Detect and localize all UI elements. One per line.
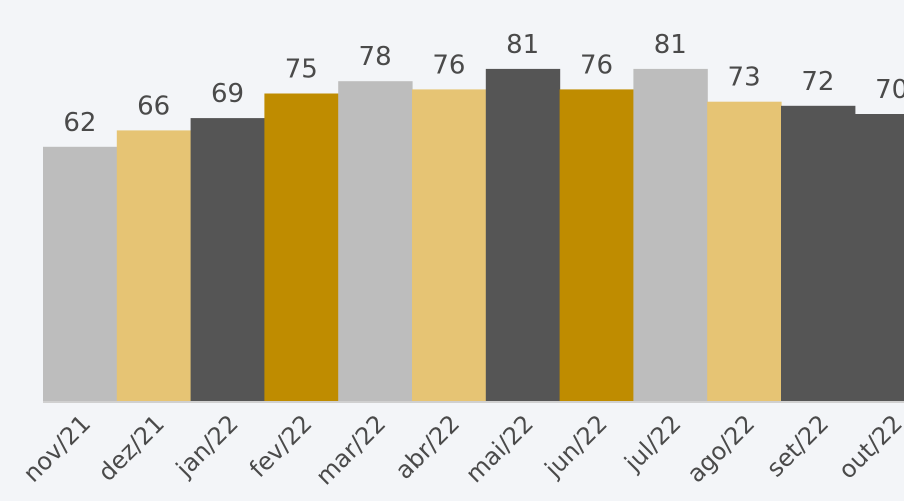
x-tick-label-mar/22: mar/22 (310, 409, 391, 490)
x-tick-label-set/22: set/22 (761, 409, 834, 482)
bar-nov/21 (43, 146, 118, 401)
bar-abr/22 (412, 89, 487, 402)
bar-jun/22 (559, 89, 634, 402)
x-tick-label-dez/21: dez/21 (93, 409, 170, 486)
value-label-jan/22: 69 (211, 79, 244, 109)
value-label-mar/22: 78 (359, 42, 392, 72)
x-tick-label-jan/22: jan/22 (170, 409, 244, 483)
value-label-dez/21: 66 (137, 91, 170, 121)
bars-group (43, 68, 904, 402)
value-label-mai/22: 81 (506, 30, 539, 60)
value-label-nov/21: 62 (63, 108, 96, 138)
bar-out/22 (854, 114, 904, 401)
value-label-abr/22: 76 (432, 50, 465, 80)
value-label-jun/22: 76 (580, 50, 613, 80)
x-tick-label-jun/22: jun/22 (539, 409, 613, 483)
bar-jan/22 (190, 118, 265, 401)
value-label-set/22: 72 (801, 67, 834, 97)
x-tick-label-nov/21: nov/21 (18, 409, 96, 487)
value-label-jul/22: 81 (654, 30, 687, 60)
bar-dez/21 (116, 130, 192, 401)
x-tick-label-ago/22: ago/22 (682, 409, 761, 488)
bar-ago/22 (707, 101, 782, 401)
bar-jul/22 (633, 68, 708, 402)
value-labels-group: 62 66 69 75 78 76 81 76 81 73 72 70 (63, 30, 904, 138)
bar-fev/22 (264, 93, 339, 401)
bar-set/22 (781, 105, 856, 402)
x-tick-label-jul/22: jul/22 (619, 409, 687, 477)
value-label-out/22: 70 (875, 75, 904, 105)
bar-mai/22 (485, 68, 561, 402)
value-label-fev/22: 75 (285, 55, 318, 85)
value-label-ago/22: 73 (728, 63, 761, 93)
x-tick-label-fev/22: fev/22 (244, 409, 318, 483)
x-tick-label-mai/22: mai/22 (460, 409, 539, 488)
x-tick-label-out/22: out/22 (833, 409, 904, 484)
bar-mar/22 (338, 81, 413, 401)
x-tick-label-abr/22: abr/22 (390, 409, 465, 484)
